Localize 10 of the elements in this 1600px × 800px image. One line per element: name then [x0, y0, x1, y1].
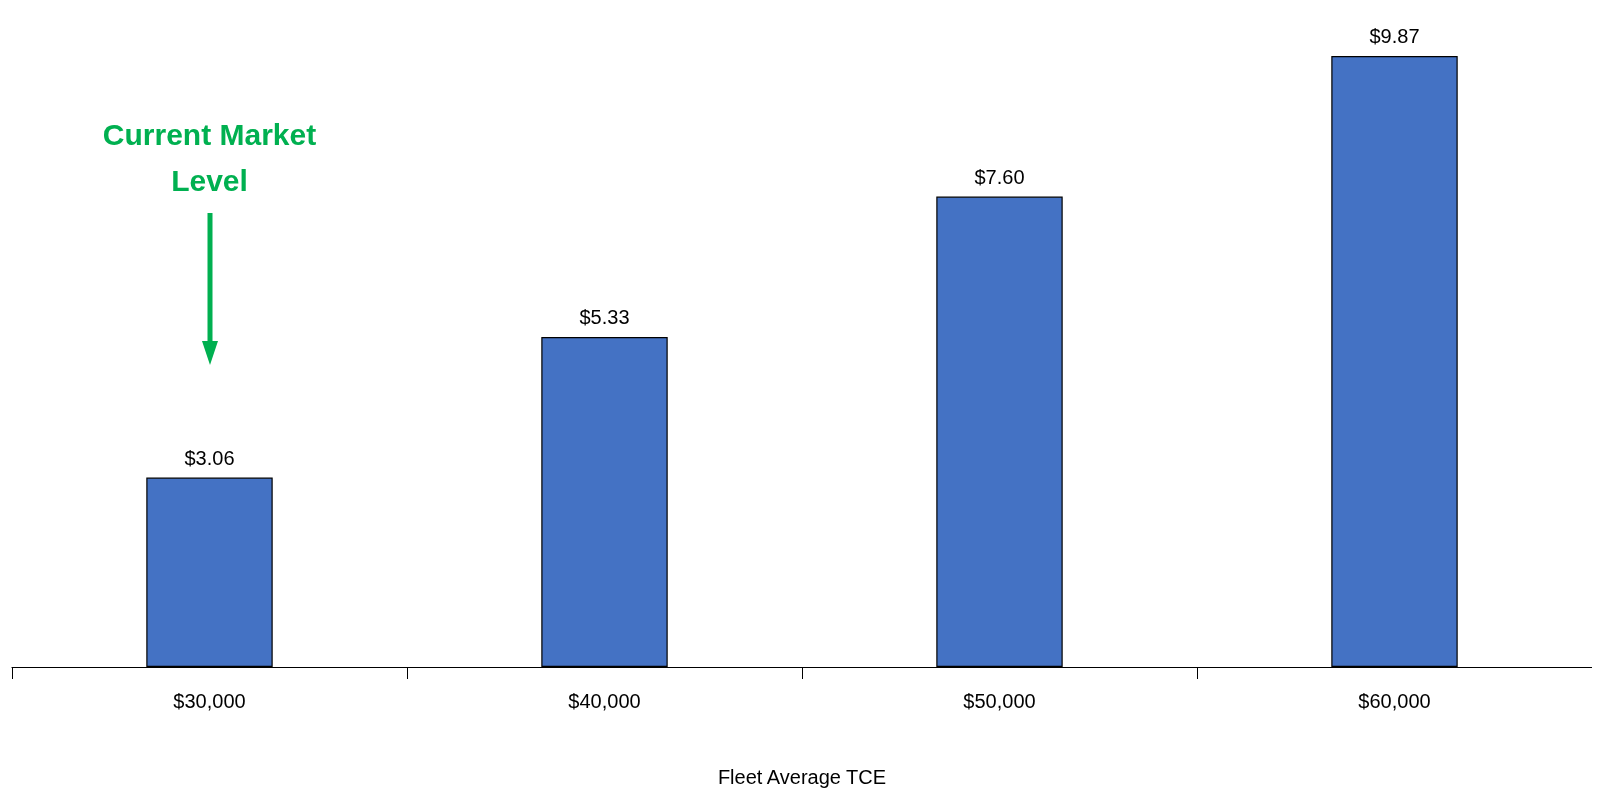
- x-tick-label: $60,000: [1358, 690, 1431, 712]
- x-tick-label: $30,000: [173, 690, 246, 712]
- x-tick-label: $40,000: [568, 690, 641, 712]
- data-label: $3.06: [184, 446, 235, 469]
- data-label: $9.87: [1369, 25, 1420, 48]
- data-label: $7.60: [974, 165, 1025, 188]
- annotation: Current Market Level: [101, 117, 318, 199]
- x-axis-title: Fleet Average TCE: [717, 766, 887, 788]
- x-tick-label: $50,000: [963, 690, 1036, 712]
- data-label: $5.33: [579, 306, 630, 329]
